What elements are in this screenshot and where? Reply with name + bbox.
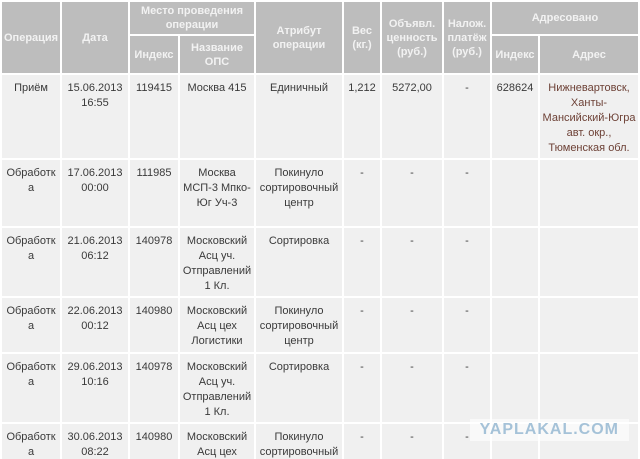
cell-cod: - xyxy=(444,298,490,352)
cell-declared-value: - xyxy=(382,160,442,226)
cell-attribute: Сортировка xyxy=(256,354,342,422)
header-declared-value: Объявл. ценность (руб.) xyxy=(382,2,442,73)
cell-attribute: Покинуло сортировочный центр xyxy=(256,160,342,226)
header-row-groups: Операция Дата Место проведения операции … xyxy=(2,2,638,73)
cell-attribute: Покинуло сортировочный центр xyxy=(256,298,342,352)
header-place-group: Место проведения операции xyxy=(130,2,254,34)
cell-attribute: Сортировка xyxy=(256,228,342,296)
cell-date: 22.06.2013 00:12 xyxy=(62,298,128,352)
cell-weight: - xyxy=(344,354,380,422)
header-attribute: Атрибут операции xyxy=(256,2,342,73)
cell-cod: - xyxy=(444,75,490,158)
header-addr-index: Индекс xyxy=(492,36,538,73)
cell-declared-value: - xyxy=(382,228,442,296)
cell-cod: - xyxy=(444,160,490,226)
cell-weight: - xyxy=(344,160,380,226)
cell-place-index: 140980 xyxy=(130,298,178,352)
cell-place-index: 119415 xyxy=(130,75,178,158)
table-row: Обработка 22.06.2013 00:12 140980 Москов… xyxy=(2,298,638,352)
cell-place-index: 140978 xyxy=(130,354,178,422)
header-addressed-group: Адресовано xyxy=(492,2,638,34)
cell-address xyxy=(540,298,638,352)
table-row: Обработка 21.06.2013 06:12 140978 Москов… xyxy=(2,228,638,296)
header-weight: Вес (кг.) xyxy=(344,2,380,73)
header-date: Дата xyxy=(62,2,128,73)
cell-date: 30.06.2013 08:22 xyxy=(62,424,128,459)
cell-date: 21.06.2013 06:12 xyxy=(62,228,128,296)
cell-weight: - xyxy=(344,228,380,296)
cell-place-index: 140980 xyxy=(130,424,178,459)
cell-declared-value: - xyxy=(382,354,442,422)
cell-address: Нижневартовск, Ханты-Мансийский-Югра авт… xyxy=(540,75,638,158)
cell-addr-index: 628624 xyxy=(492,75,538,158)
header-addr-address: Адрес xyxy=(540,36,638,73)
cell-attribute: Покинуло сортировочный центр xyxy=(256,424,342,459)
cell-date: 29.06.2013 10:16 xyxy=(62,354,128,422)
cell-operation: Обработка xyxy=(2,354,60,422)
cell-place-index: 111985 xyxy=(130,160,178,226)
cell-addr-index xyxy=(492,298,538,352)
cell-place-index: 140978 xyxy=(130,228,178,296)
table-row: Обработка 29.06.2013 10:16 140978 Москов… xyxy=(2,354,638,422)
cell-operation: Приём xyxy=(2,75,60,158)
cell-attribute: Единичный xyxy=(256,75,342,158)
header-row-sub: Индекс Название ОПС Индекс Адрес xyxy=(2,36,638,73)
cell-operation: Обработка xyxy=(2,298,60,352)
cell-place-name: Москва МСП-3 Мпко-Юг Уч-3 xyxy=(180,160,254,226)
cell-place-name: Московский Асц уч. Отправлений 1 Кл. xyxy=(180,354,254,422)
cell-operation: Обработка xyxy=(2,424,60,459)
cell-address xyxy=(540,228,638,296)
cell-declared-value: - xyxy=(382,298,442,352)
cell-weight: - xyxy=(344,424,380,459)
cell-place-name: Московский Асц уч. Отправлений 1 Кл. xyxy=(180,228,254,296)
header-operation: Операция xyxy=(2,2,60,73)
header-cod: Налож. платёж (руб.) xyxy=(444,2,490,73)
cell-date: 15.06.2013 16:55 xyxy=(62,75,128,158)
cell-addr-index xyxy=(492,160,538,226)
table-row: Обработка 17.06.2013 00:00 111985 Москва… xyxy=(2,160,638,226)
cell-cod: - xyxy=(444,228,490,296)
cell-addr-index xyxy=(492,354,538,422)
cell-cod: - xyxy=(444,354,490,422)
cell-date: 17.06.2013 00:00 xyxy=(62,160,128,226)
yaplakal-watermark: YAPLAKAL.COM xyxy=(469,419,629,441)
cell-place-name: Московский Асц цех Логистики xyxy=(180,298,254,352)
cell-place-name: Москва 415 xyxy=(180,75,254,158)
cell-declared-value: - xyxy=(382,424,442,459)
table-row: Приём 15.06.2013 16:55 119415 Москва 415… xyxy=(2,75,638,158)
cell-operation: Обработка xyxy=(2,160,60,226)
cell-weight: - xyxy=(344,298,380,352)
cell-place-name: Московский Асц цех Логистики xyxy=(180,424,254,459)
cell-address xyxy=(540,354,638,422)
cell-declared-value: 5272,00 xyxy=(382,75,442,158)
header-place-name: Название ОПС xyxy=(180,36,254,73)
header-place-index: Индекс xyxy=(130,36,178,73)
cell-weight: 1,212 xyxy=(344,75,380,158)
cell-address xyxy=(540,160,638,226)
cell-addr-index xyxy=(492,228,538,296)
cell-operation: Обработка xyxy=(2,228,60,296)
